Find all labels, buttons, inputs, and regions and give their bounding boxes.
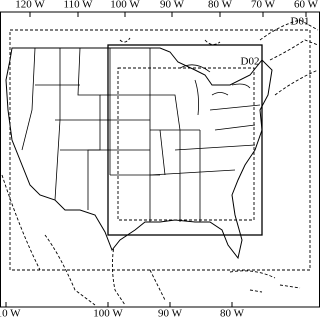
longitude-label: 60 W — [294, 0, 319, 11]
longitude-label: 110 W — [0, 308, 21, 320]
longitude-label: 120 W — [15, 0, 45, 11]
domain-label: D02 — [241, 56, 260, 68]
longitude-label: 80 W — [208, 0, 233, 11]
domain-d01 — [9, 29, 311, 271]
longitude-label: 100 W — [93, 308, 123, 320]
longitude-label: 100 W — [110, 0, 140, 11]
longitude-label: 90 W — [160, 0, 185, 11]
state-borders — [21, 47, 261, 222]
longitude-label: 90 W — [158, 308, 183, 320]
us-outline — [5, 47, 273, 260]
domain-d02-inner — [117, 67, 255, 221]
domain-label: D01 — [291, 16, 310, 28]
longitude-label: 70 W — [251, 0, 276, 11]
coastlines — [1, 19, 319, 306]
longitude-label: 110 W — [63, 0, 93, 11]
longitude-label: 80 W — [220, 308, 245, 320]
domain-d02 — [107, 44, 263, 236]
